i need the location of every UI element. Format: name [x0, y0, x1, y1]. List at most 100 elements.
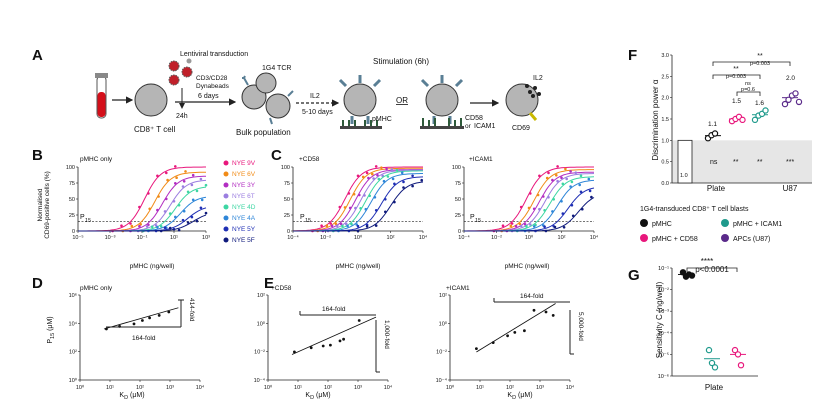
data-point [510, 222, 514, 225]
data-point [195, 219, 199, 223]
data-point [377, 177, 381, 181]
data-point [154, 224, 158, 227]
dose-response-plot-c-cd58: 10⁻⁴ 10⁻² 10⁰ 10² 10⁴ 0 25 50 75 100 [281, 165, 428, 241]
data-point [199, 177, 203, 181]
data-point [543, 209, 546, 212]
data-point [165, 197, 168, 201]
data-point [139, 223, 142, 226]
x-tick-label: 10⁻¹ [137, 235, 148, 241]
data-point [785, 96, 792, 104]
svg-text:NYE 9V: NYE 9V [232, 160, 256, 167]
data-point [374, 209, 378, 212]
data-point [395, 168, 399, 172]
data-point [163, 226, 167, 229]
data-point [579, 174, 583, 178]
y-tick-label: 10⁻² [658, 288, 669, 294]
y-tick-label: 10⁰ [257, 320, 266, 327]
plot-e-right-xlabel: KD (μM) [507, 392, 532, 401]
data-point [361, 175, 365, 179]
data-point [569, 170, 572, 173]
data-point [350, 222, 353, 226]
data-point [570, 203, 574, 207]
plot-g-ylabel: Sensitivity C (ng/well) [655, 281, 664, 358]
pmhc-label: pMHC [372, 116, 392, 123]
threshold-label-c2: P [470, 214, 475, 221]
data-point [506, 334, 509, 338]
data-point [168, 212, 172, 215]
plot-b-xlabel: pMHC (ng/well) [130, 263, 175, 270]
data-point [374, 224, 378, 227]
data-point [342, 337, 345, 341]
group-value-2: 1.5 [732, 98, 741, 105]
data-point [545, 176, 549, 180]
blood-tube [95, 73, 108, 119]
data-point [204, 183, 208, 187]
scatter-plot-d: 10⁰ 10¹ 10² 10³ 10⁴ 10⁰ 10² 10⁴ 10⁶ [69, 292, 205, 391]
data-point [156, 208, 159, 212]
data-point [354, 206, 357, 210]
plot-c-left-xlabel: pMHC (ng/well) [336, 263, 381, 270]
data-point [556, 165, 559, 168]
ns-label: ns [710, 159, 718, 166]
x-tick-label: 10⁰ [446, 384, 455, 391]
data-point [762, 107, 769, 114]
data-point [711, 130, 719, 137]
data-point [688, 272, 696, 279]
fold-y-e1: 1,000-fold [383, 320, 390, 349]
series-curve [464, 171, 594, 232]
icam1-label: ICAM1 [474, 123, 496, 130]
series-curve [78, 186, 207, 232]
six-days-label: 6 days [198, 93, 219, 100]
x-tick-label: 10⁻⁵ [72, 234, 83, 241]
legend-item: NYE 6V [223, 171, 256, 178]
threshold-sub-c1: 15 [305, 218, 311, 224]
svg-text:NYE 6T: NYE 6T [232, 193, 255, 200]
data-point [708, 359, 716, 367]
group-value-4: 2.0 [786, 75, 795, 82]
svg-text:APCs (U87): APCs (U87) [733, 236, 770, 243]
data-point [166, 178, 169, 182]
legend-item: NYE 9V [223, 160, 256, 167]
data-point [570, 180, 574, 184]
data-point [338, 339, 342, 343]
x-tick-label: 10⁴ [419, 234, 428, 241]
legend-item: NYE 6T [223, 193, 255, 200]
fit-line [103, 307, 179, 330]
data-point [525, 224, 528, 228]
group-value-1: 1.1 [708, 121, 717, 128]
plot-b-ylabel-2: CD69-positive cells (%) [44, 171, 51, 239]
stimulation-label: Stimulation (6h) [373, 57, 429, 66]
data-point [320, 224, 323, 227]
panel-label-d: D [32, 275, 43, 292]
y-tick-label: 100 [66, 165, 75, 171]
data-point [150, 225, 154, 228]
x-tick-label: 10³ [354, 385, 362, 391]
discrimination-plot-f: 0.0 0.5 1.0 1.5 2.0 2.5 3.0 [661, 53, 812, 187]
svg-text:pMHC + CD58: pMHC + CD58 [652, 236, 698, 243]
x-tick-label: 10⁻² [320, 235, 331, 241]
data-point [182, 209, 186, 213]
bracket-2-p: p=0.003 [726, 74, 746, 80]
x-tick-label: 10² [506, 385, 514, 391]
data-point [200, 198, 204, 202]
x-tick-label: 10² [324, 385, 332, 391]
y-tick-label: 2.0 [661, 96, 669, 102]
data-point [167, 310, 171, 314]
il2-arrow-label: IL2 [310, 93, 320, 100]
data-point [174, 165, 177, 168]
data-point [174, 182, 177, 185]
legend-b: NYE 9V NYE 6V NYE 3Y NYE 6T NYE 4D NYE 4… [223, 160, 256, 244]
data-point [544, 310, 548, 314]
data-point [343, 206, 347, 209]
data-point [356, 224, 360, 228]
bracket-3-p: p=0.6 [741, 87, 755, 93]
data-point [411, 184, 414, 188]
fold-x-d: 164-fold [132, 335, 156, 342]
data-point [168, 226, 172, 230]
data-point [420, 178, 424, 182]
data-point [184, 170, 187, 173]
data-point [157, 314, 161, 317]
fit-line [476, 303, 556, 353]
tcr-label: 1G4 TCR [262, 65, 291, 72]
